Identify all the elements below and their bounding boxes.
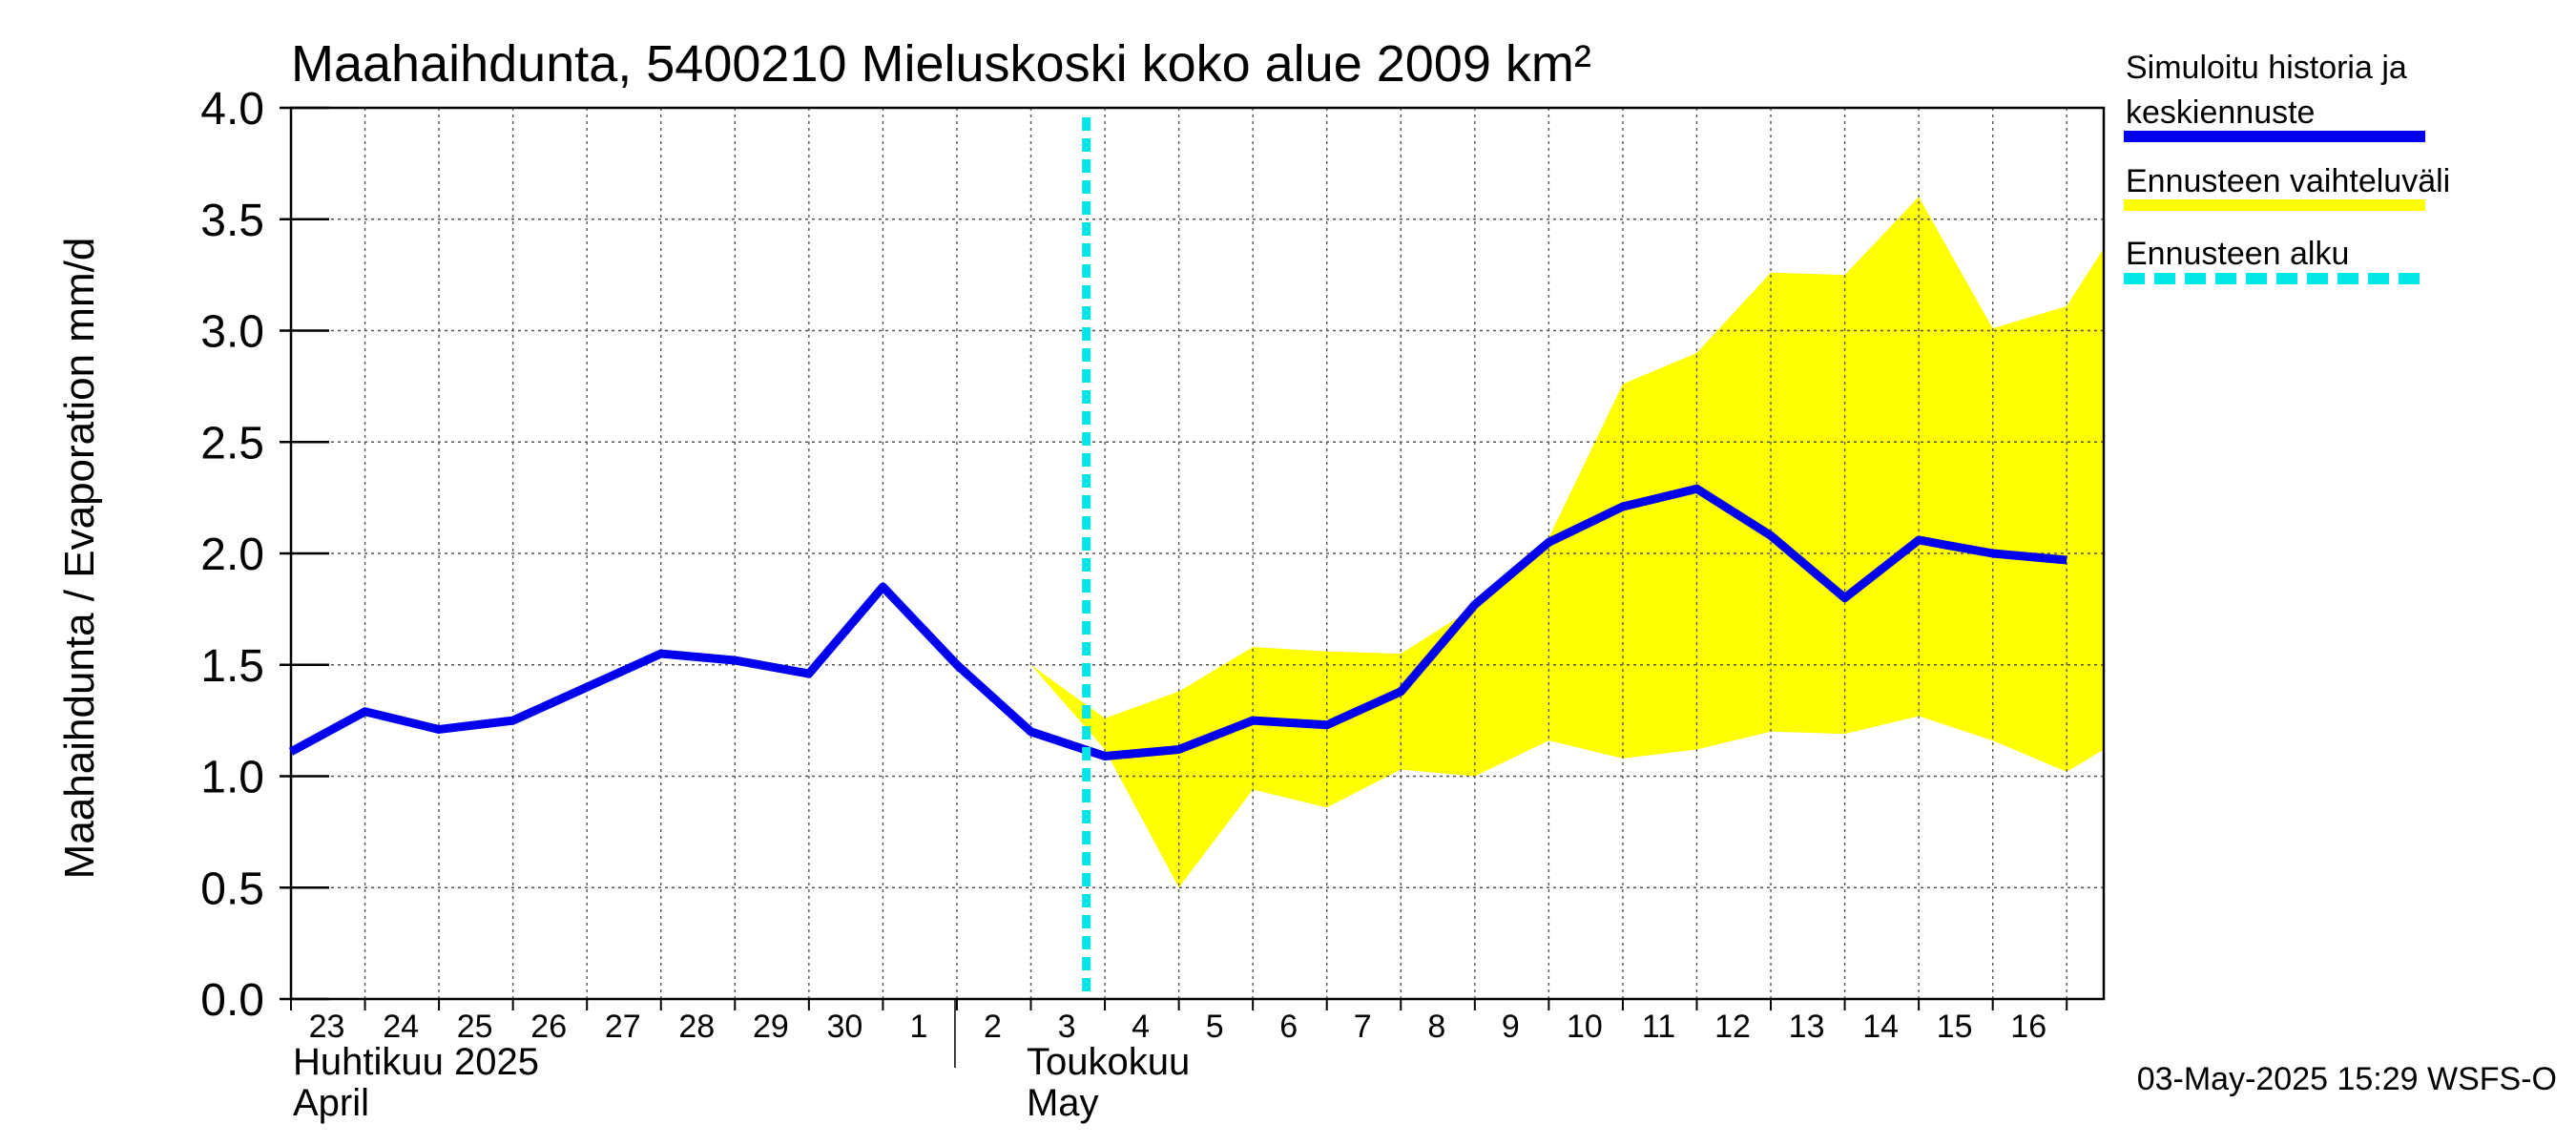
series-line-simulated-and-mean-forecast bbox=[288, 484, 2067, 760]
x-tick-label: 30 bbox=[826, 1009, 862, 1045]
x-tick-label: 27 bbox=[605, 1009, 641, 1045]
timestamp-footer: 03-May-2025 15:29 WSFS-O bbox=[2137, 1061, 2557, 1097]
y-tick-label: 2.5 bbox=[200, 418, 264, 468]
month-label: Huhtikuu 2025 bbox=[293, 1041, 539, 1083]
y-axis-label: Maahaihdunta / Evaporation mm/d bbox=[56, 238, 103, 880]
y-tick-label: 3.0 bbox=[200, 307, 264, 358]
x-tick-label: 12 bbox=[1714, 1009, 1751, 1045]
y-tick-label: 1.0 bbox=[200, 753, 264, 803]
x-tick-label: 29 bbox=[753, 1009, 789, 1045]
forecast-range-band bbox=[1030, 197, 2104, 888]
x-tick-label: 16 bbox=[2010, 1009, 2046, 1045]
y-tick-label: 4.0 bbox=[200, 84, 264, 135]
y-tick-label: 0.5 bbox=[200, 864, 264, 914]
month-label: Toukokuu bbox=[1027, 1041, 1190, 1083]
x-tick-label: 28 bbox=[678, 1009, 715, 1045]
x-tick-label: 9 bbox=[1502, 1009, 1520, 1045]
x-tick-label: 4 bbox=[1132, 1009, 1150, 1045]
month-label-english: May bbox=[1027, 1082, 1099, 1124]
legend-label: Ennusteen vaihteluväli bbox=[2126, 163, 2450, 199]
x-tick-label: 15 bbox=[1937, 1009, 1973, 1045]
axis-layer: 0.00.51.01.52.02.53.03.54.023 24 25 26 27 28 2… bbox=[200, 84, 2068, 1124]
x-tick-label: 14 bbox=[1862, 1009, 1899, 1045]
legend-label: Ennusteen alku bbox=[2126, 236, 2349, 272]
x-tick-label: 10 bbox=[1567, 1009, 1603, 1045]
x-tick-label: 11 bbox=[1642, 1009, 1675, 1045]
x-tick-label: 13 bbox=[1789, 1009, 1825, 1045]
x-tick-label: 5 bbox=[1206, 1009, 1224, 1045]
x-tick-label: 6 bbox=[1279, 1009, 1298, 1045]
x-tick-label: 24 bbox=[383, 1009, 419, 1045]
x-tick-label: 26 bbox=[530, 1009, 567, 1045]
x-tick-label: 8 bbox=[1427, 1009, 1445, 1045]
x-tick-label: 3 bbox=[1058, 1009, 1076, 1045]
forecast-range-band-layer bbox=[1030, 197, 2104, 888]
y-tick-label: 3.5 bbox=[200, 196, 264, 246]
y-tick-label: 0.0 bbox=[200, 975, 264, 1026]
y-tick-label: 2.0 bbox=[200, 530, 264, 580]
y-tick-label: 1.5 bbox=[200, 641, 264, 692]
x-tick-label: 7 bbox=[1354, 1009, 1372, 1045]
series-layer bbox=[288, 484, 2067, 760]
x-tick-label: 2 bbox=[984, 1009, 1002, 1045]
month-label-english: April bbox=[293, 1082, 369, 1124]
x-tick-label: 23 bbox=[309, 1009, 345, 1045]
legend: Simuloitu historia ja keskiennuste Ennuste… bbox=[2124, 50, 2450, 284]
x-tick-label: 1 bbox=[909, 1009, 927, 1045]
x-tick-label: 25 bbox=[457, 1009, 493, 1045]
chart-title: Maahaihdunta, 5400210 Mieluskoski koko a… bbox=[291, 35, 1591, 93]
legend-label-line2: keskiennuste bbox=[2126, 94, 2315, 131]
legend-label: Simuloitu historia ja bbox=[2126, 50, 2407, 86]
